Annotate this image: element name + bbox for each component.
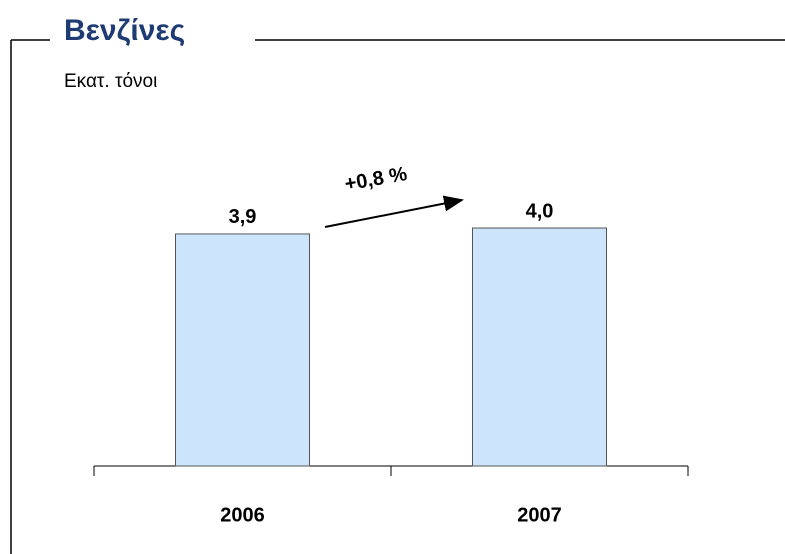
- x-tick-label: 2006: [220, 504, 265, 526]
- annotation: +0,8 %: [343, 163, 409, 196]
- x-tick-label: 2007: [517, 504, 562, 526]
- chart-subtitle: Εκατ. τόνοι: [64, 71, 157, 92]
- change-arrow: [324, 195, 464, 228]
- value-label: 4,0: [526, 200, 554, 222]
- bar: [472, 227, 607, 467]
- value-label: 3,9: [229, 206, 257, 228]
- chart-title: Βενζίνες: [64, 14, 185, 47]
- bar: [175, 233, 310, 467]
